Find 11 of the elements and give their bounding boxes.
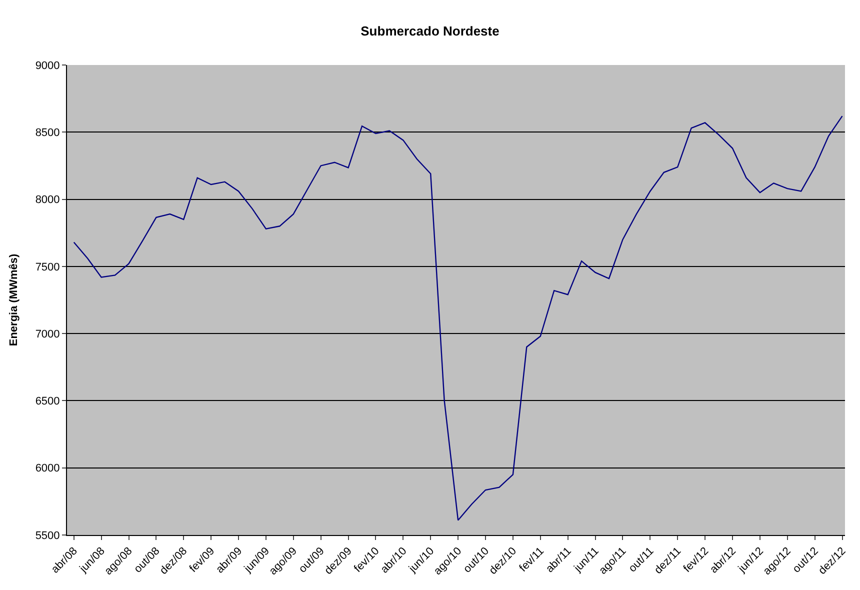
line-series: [73, 115, 843, 521]
chart-title: Submercado Nordeste: [360, 24, 500, 39]
y-tick-label: 5500: [35, 530, 60, 542]
y-tick-label: 6000: [35, 462, 60, 475]
y-tick-label: 7000: [35, 328, 60, 340]
y-tick-label: 6500: [35, 396, 60, 408]
y-tick-label: 7500: [35, 261, 60, 274]
y-tick-label: 8500: [35, 126, 60, 139]
y-tick-label: 8000: [35, 194, 60, 206]
y-axis-title: Energia (MWmês): [8, 254, 20, 346]
y-tick-label: 9000: [35, 60, 60, 72]
